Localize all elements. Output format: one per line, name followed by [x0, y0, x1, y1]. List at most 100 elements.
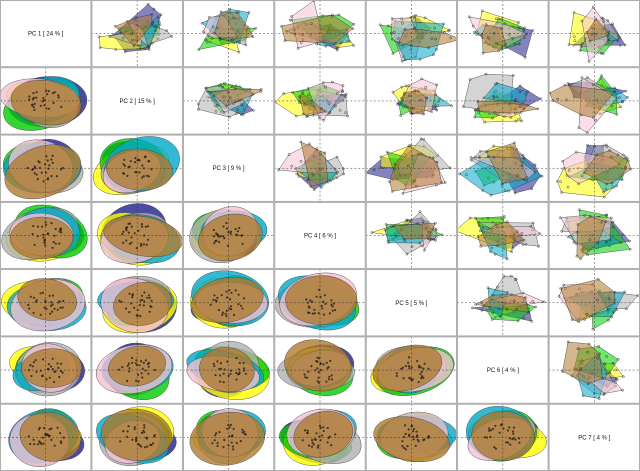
data-point [596, 357, 600, 360]
data-point [404, 365, 407, 368]
data-point [236, 230, 239, 233]
data-point [585, 131, 589, 134]
panel-content [366, 202, 457, 269]
data-point [45, 89, 48, 92]
data-point [313, 312, 316, 315]
data-point [390, 225, 393, 228]
panel-content [275, 1, 365, 67]
data-point [222, 446, 225, 449]
data-point [311, 300, 314, 303]
data-point [392, 224, 396, 228]
data-point [618, 96, 621, 99]
data-point [317, 444, 320, 447]
data-point [423, 438, 426, 441]
group-hull [562, 341, 603, 385]
data-point [520, 119, 523, 123]
data-point [605, 182, 608, 186]
data-point [408, 94, 411, 97]
data-point [326, 180, 330, 184]
data-point [31, 232, 34, 236]
data-point [229, 232, 232, 235]
data-point [33, 243, 36, 246]
panel-border [365, 269, 458, 337]
data-point [219, 362, 222, 365]
data-point [513, 42, 517, 46]
panel-border [274, 201, 366, 270]
data-point [316, 360, 319, 363]
data-point [562, 283, 566, 287]
data-point [465, 173, 468, 176]
data-point [227, 115, 231, 119]
data-point [125, 227, 128, 230]
data-point [212, 31, 216, 35]
data-point [590, 33, 594, 36]
panel-r6-c2 [91, 336, 183, 404]
data-point [477, 221, 480, 224]
data-point [492, 427, 495, 430]
data-point [130, 356, 134, 360]
data-point [481, 51, 485, 55]
data-point [422, 367, 425, 370]
data-point [252, 109, 255, 112]
data-point [56, 426, 59, 429]
data-point [593, 144, 596, 148]
data-point [492, 96, 496, 99]
data-point [513, 107, 517, 111]
data-point [221, 313, 224, 316]
data-point [328, 375, 331, 378]
data-point [604, 187, 608, 191]
data-point [49, 365, 53, 368]
diagonal-label: PC 5 [ 5 % ] [395, 301, 427, 307]
group-ellipse [199, 347, 255, 393]
data-point [622, 375, 625, 378]
data-point [601, 52, 605, 56]
data-point [530, 187, 534, 191]
panel-content [458, 270, 548, 336]
data-point [397, 40, 401, 44]
data-point [140, 372, 143, 375]
panel-content [275, 68, 365, 134]
group-hull [389, 145, 442, 192]
data-point [429, 237, 433, 241]
data-point [50, 427, 53, 430]
data-point [232, 427, 235, 430]
panel-r4-c7 [548, 201, 640, 270]
data-point [301, 439, 304, 442]
data-point [490, 429, 493, 432]
data-point [428, 238, 432, 241]
panel-r2-c5 [365, 67, 458, 135]
data-point [59, 362, 63, 365]
data-point [44, 171, 48, 174]
data-point [616, 39, 620, 43]
data-point [200, 21, 204, 25]
data-point [414, 444, 417, 447]
data-point [322, 118, 325, 122]
data-point [570, 318, 574, 321]
data-point [128, 311, 131, 314]
data-point [234, 227, 237, 231]
data-point [51, 294, 55, 297]
data-point [522, 238, 526, 242]
data-point [60, 168, 63, 171]
data-point [140, 360, 143, 363]
data-point [52, 101, 55, 104]
data-point [143, 300, 146, 303]
data-point [410, 366, 413, 369]
data-point [321, 81, 325, 84]
data-point [144, 225, 147, 228]
data-point [243, 367, 246, 370]
diagonal-label: PC 7 [ 4 % ] [578, 435, 610, 441]
data-point [306, 178, 310, 182]
data-point [471, 306, 474, 310]
data-point [50, 438, 53, 441]
data-point [61, 306, 64, 309]
data-point [315, 295, 318, 298]
data-point [580, 113, 583, 117]
data-point [512, 426, 516, 429]
data-point [41, 374, 44, 378]
data-point [393, 162, 397, 166]
data-point [159, 13, 163, 17]
data-point [416, 89, 420, 93]
data-point [139, 314, 142, 318]
data-point [636, 294, 639, 297]
